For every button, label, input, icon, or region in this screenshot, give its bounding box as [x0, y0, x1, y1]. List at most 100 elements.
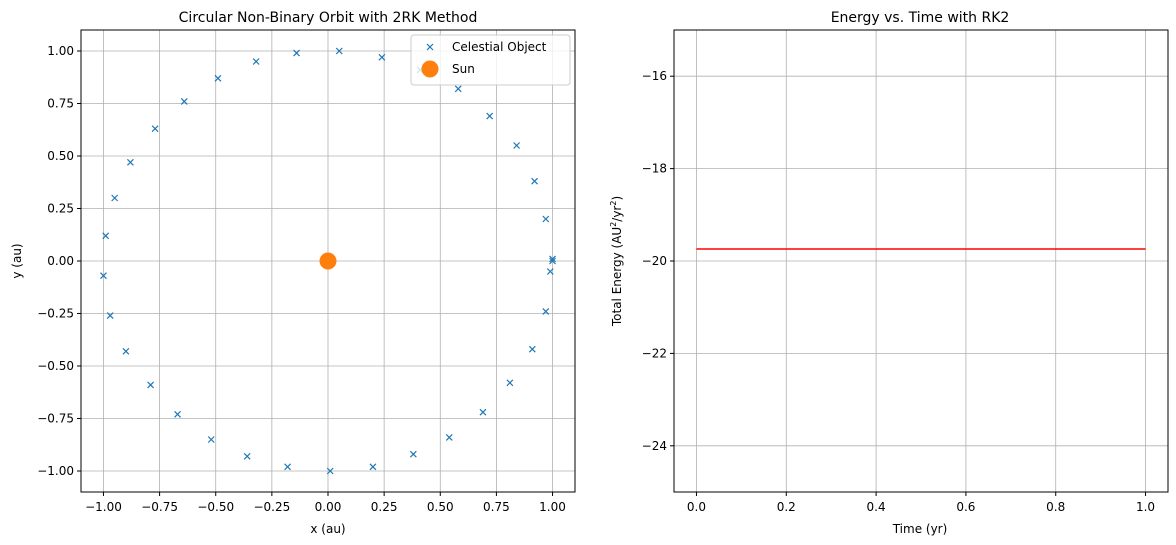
- celestial-object-point: [378, 53, 386, 61]
- celestial-object-point: [147, 381, 155, 389]
- orbit-y-tick-label: 0.25: [47, 202, 74, 216]
- x-marker-stroke: [445, 433, 453, 441]
- celestial-object-point: [151, 125, 159, 133]
- x-marker-stroke: [506, 379, 514, 387]
- celestial-object-point: [531, 177, 539, 185]
- orbit-ticks: −1.00 −0.75 −0.50 −0.25 0.00 0.25 0.50 0.75 1.00…: [37, 44, 566, 514]
- x-marker-stroke: [326, 467, 334, 475]
- celestial-object-point: [542, 307, 550, 315]
- energy-x-tick-label: 0.4: [867, 500, 886, 514]
- orbit-x-tick-label: 0.00: [315, 500, 342, 514]
- x-marker-stroke: [542, 307, 550, 315]
- x-marker-stroke: [409, 450, 417, 458]
- orbit-chart: Circular Non-Binary Orbit with 2RK Metho…: [10, 10, 576, 536]
- x-marker-stroke: [100, 272, 107, 280]
- orbit-y-axis-label: y (au): [10, 243, 24, 278]
- orbit-x-tick-label: 0.75: [483, 500, 510, 514]
- x-marker-stroke: [147, 381, 155, 389]
- celestial-object-point: [122, 347, 130, 355]
- legend-label-sun: Sun: [452, 62, 475, 76]
- celestial-object-point: [326, 467, 334, 475]
- celestial-object-point: [180, 97, 188, 105]
- x-marker-stroke: [207, 436, 215, 443]
- celestial-object-point: [486, 112, 494, 120]
- celestial-object-point: [102, 232, 110, 240]
- celestial-object-point: [479, 408, 487, 416]
- x-marker-stroke: [126, 158, 134, 166]
- x-marker-stroke: [513, 142, 521, 149]
- energy-x-tick-label: 0.2: [777, 500, 796, 514]
- x-marker-stroke: [174, 410, 181, 418]
- x-marker-stroke: [369, 463, 377, 471]
- x-marker-stroke: [479, 408, 487, 416]
- celestial-object-point: [243, 452, 251, 460]
- x-marker-stroke: [528, 345, 536, 353]
- energy-y-tick-label: −16: [642, 69, 667, 83]
- celestial-object-point: [100, 272, 107, 280]
- energy-y-label-sup-1: 2: [609, 222, 618, 227]
- x-marker-stroke: [284, 463, 292, 471]
- x-marker-stroke: [549, 255, 556, 263]
- celestial-object-point: [126, 158, 134, 166]
- celestial-object-point: [549, 257, 556, 265]
- energy-ticks: 0.0 0.2 0.4 0.6 0.8 1.0 −24 −22 −20 −18 −16: [642, 69, 1155, 514]
- orbit-x-axis-label: x (au): [310, 522, 345, 536]
- orbit-x-tick-label: −0.75: [141, 500, 178, 514]
- energy-y-label-main: Total Energy (AU: [610, 227, 624, 327]
- energy-y-tick-label: −20: [642, 254, 667, 268]
- energy-chart: Energy vs. Time with RK2 0.0 0.2 0.4 0.6 0.8…: [609, 10, 1169, 536]
- orbit-y-tick-label: 0.00: [47, 254, 74, 268]
- orbit-legend: Celestial Object Sun: [410, 34, 571, 86]
- celestial-object-point: [174, 410, 181, 418]
- orbit-y-tick-label: −0.75: [37, 412, 74, 426]
- x-marker-stroke: [486, 112, 494, 120]
- celestial-object-point: [335, 47, 343, 55]
- energy-y-label-mid: /yr: [610, 206, 624, 222]
- sun-point: [319, 252, 337, 270]
- celestial-object-point: [252, 58, 260, 65]
- x-marker-stroke: [214, 74, 222, 82]
- orbit-y-tick-label: 1.00: [47, 44, 74, 58]
- x-marker-stroke: [243, 452, 251, 460]
- x-marker-stroke: [111, 194, 119, 202]
- x-marker-stroke: [531, 177, 539, 185]
- celestial-object-point: [369, 463, 377, 471]
- x-marker-stroke: [122, 347, 130, 355]
- celestial-object-point: [106, 312, 114, 320]
- orbit-x-tick-label: −0.50: [197, 500, 234, 514]
- celestial-object-point: [284, 463, 292, 471]
- orbit-y-tick-label: 0.75: [47, 97, 74, 111]
- celestial-object-point: [454, 85, 462, 93]
- orbit-x-tick-label: −0.25: [253, 500, 290, 514]
- orbit-y-tick-label: −0.50: [37, 359, 74, 373]
- celestial-object-point: [546, 268, 554, 275]
- energy-x-tick-label: 1.0: [1136, 500, 1155, 514]
- energy-x-axis-label: Time (yr): [892, 522, 948, 536]
- x-marker-stroke: [335, 47, 343, 55]
- celestial-object-point: [207, 436, 215, 443]
- celestial-object-point: [409, 450, 417, 458]
- energy-grid: [674, 30, 1168, 492]
- energy-x-tick-label: 0.6: [956, 500, 975, 514]
- x-marker-stroke: [546, 268, 554, 275]
- x-marker-stroke: [542, 215, 550, 223]
- legend-x-marker-icon: [426, 43, 434, 51]
- celestial-object-point: [111, 194, 119, 202]
- x-marker-stroke: [454, 85, 462, 93]
- celestial-object-point: [445, 433, 453, 441]
- x-marker-stroke: [180, 97, 188, 105]
- orbit-y-tick-label: −0.25: [37, 307, 74, 321]
- energy-y-label-sup-2: 2: [609, 201, 618, 206]
- celestial-object-point: [542, 215, 550, 223]
- energy-y-tick-label: −18: [642, 162, 667, 176]
- orbit-x-tick-label: 0.50: [427, 500, 454, 514]
- celestial-object-point: [214, 74, 222, 82]
- orbit-chart-title: Circular Non-Binary Orbit with 2RK Metho…: [179, 10, 478, 26]
- orbit-x-tick-label: 0.25: [371, 500, 398, 514]
- celestial-object-point: [506, 379, 514, 387]
- energy-y-label-end: ): [610, 196, 624, 201]
- x-marker-stroke: [106, 312, 114, 320]
- legend-label-celestial-object: Celestial Object: [452, 40, 547, 54]
- energy-y-tick-label: −22: [642, 346, 667, 360]
